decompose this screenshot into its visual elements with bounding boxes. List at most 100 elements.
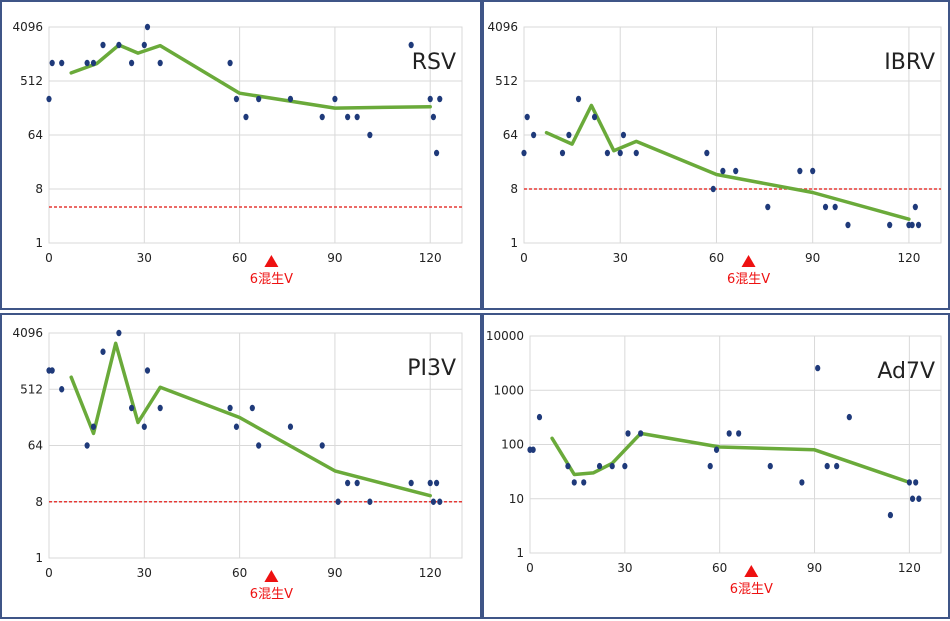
chart-svg-ibrv: 0 30 60 90 120 1 8 64 512 4096 IBRV 6混生V: [487, 20, 942, 287]
y-tick-label: 512: [495, 74, 518, 88]
data-point: [845, 221, 851, 229]
data-point: [591, 113, 598, 121]
vaccination-marker-icon: [264, 255, 279, 267]
data-point: [256, 95, 262, 103]
vaccination-marker-label: 6混生V: [730, 582, 773, 597]
data-point: [909, 495, 916, 502]
data-point: [713, 446, 720, 453]
chart-panel-pi3v: 0 30 60 90 120 1 8 64 512 4096 PI3V 6混生V: [0, 313, 482, 619]
data-point: [617, 149, 623, 157]
data-point: [430, 498, 437, 505]
data-point: [909, 221, 915, 229]
y-tick-label: 512: [20, 74, 43, 88]
data-point: [116, 329, 122, 337]
data-point: [287, 95, 294, 103]
data-point: [433, 479, 440, 487]
data-point: [256, 442, 262, 449]
data-point: [332, 95, 338, 103]
data-point: [799, 479, 805, 486]
data-point: [815, 364, 821, 372]
chart-panel-ad7v: 0 30 60 90 120 1 10 100 1000 10000 Ad7V 6混生V: [482, 313, 950, 619]
y-tick-label: 64: [503, 128, 518, 142]
data-point: [810, 167, 816, 175]
x-tick-label: 0: [45, 566, 53, 580]
data-point: [319, 442, 325, 449]
data-point: [243, 113, 249, 121]
x-tick-label: 90: [805, 251, 820, 265]
x-tick-label: 90: [807, 561, 822, 575]
data-point: [531, 131, 537, 139]
data-point: [915, 221, 922, 229]
chart-title: IBRV: [884, 50, 935, 75]
data-point: [249, 404, 255, 412]
data-point: [604, 149, 610, 157]
chart-title: RSV: [412, 50, 456, 75]
data-point: [100, 41, 106, 49]
data-point: [726, 430, 732, 437]
data-point: [622, 462, 628, 470]
vaccination-marker-label: 6混生V: [250, 272, 293, 287]
data-point: [633, 149, 639, 157]
data-point: [141, 41, 147, 49]
data-point: [797, 167, 803, 175]
vaccination-marker-label: 6混生V: [727, 272, 770, 287]
x-tick-label: 60: [709, 251, 724, 265]
x-tick-label: 120: [419, 251, 442, 265]
data-point: [638, 430, 644, 437]
y-tick-label: 8: [35, 182, 43, 196]
y-tick-label: 1: [35, 551, 43, 565]
data-point: [733, 167, 739, 175]
trend-line: [69, 43, 432, 110]
x-tick-label: 60: [712, 561, 727, 575]
data-point: [141, 423, 147, 430]
data-point: [84, 59, 90, 67]
data-point: [913, 479, 919, 486]
trend-line: [69, 341, 432, 498]
vaccination-marker-icon: [264, 570, 279, 582]
data-point: [832, 203, 838, 211]
data-point: [49, 59, 55, 67]
data-point: [354, 479, 360, 487]
y-tick-label: 1: [510, 236, 518, 250]
y-tick-label: 64: [28, 439, 43, 453]
data-point: [227, 404, 233, 412]
data-point: [887, 221, 893, 229]
data-point: [887, 511, 894, 519]
x-tick-label: 0: [526, 561, 534, 575]
data-point: [144, 23, 151, 31]
x-tick-label: 30: [617, 561, 632, 575]
data-point: [157, 404, 163, 412]
data-point: [408, 41, 414, 49]
x-tick-label: 90: [327, 566, 342, 580]
data-point: [144, 367, 151, 374]
data-point: [84, 442, 90, 449]
chart-panel-rsv: 0 30 60 90 120 1 8 64 512 4096 RSV 6混生V: [0, 0, 482, 310]
data-point: [90, 423, 97, 430]
data-point: [233, 423, 240, 430]
data-point: [129, 404, 135, 412]
data-point: [129, 59, 135, 67]
data-point: [596, 462, 603, 470]
data-point: [571, 479, 577, 486]
data-point: [566, 131, 572, 139]
data-point: [912, 203, 918, 211]
data-point: [916, 495, 922, 502]
data-point: [620, 131, 627, 139]
data-point: [707, 462, 713, 470]
data-point: [319, 113, 325, 121]
data-point: [408, 479, 414, 487]
data-point: [559, 149, 566, 157]
data-point: [335, 498, 341, 505]
data-point: [704, 149, 710, 157]
x-tick-label: 60: [232, 251, 247, 265]
data-point: [536, 413, 543, 421]
data-point: [90, 59, 97, 67]
data-point: [824, 462, 830, 470]
data-point: [345, 479, 351, 487]
data-point: [227, 59, 233, 67]
data-point: [834, 462, 840, 470]
data-point: [736, 430, 742, 437]
y-tick-label: 100: [501, 438, 524, 452]
data-point: [427, 95, 433, 103]
